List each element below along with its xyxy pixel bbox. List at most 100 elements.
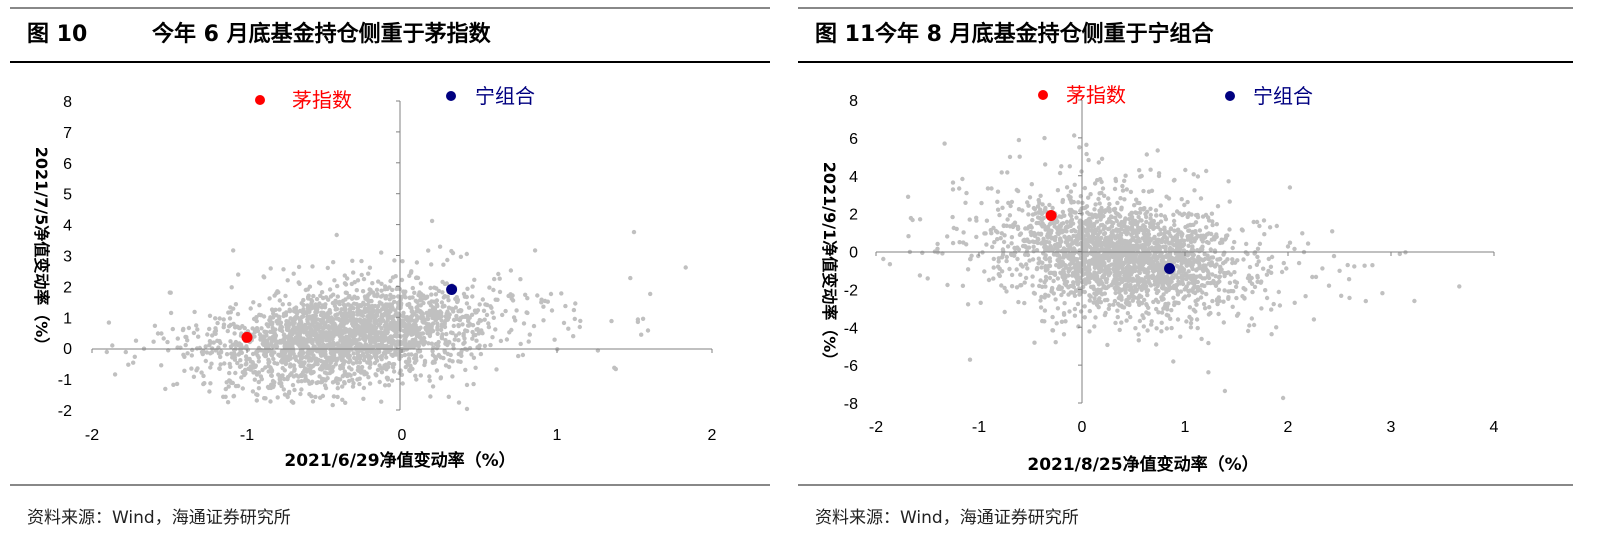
x-tick-label: -2 bbox=[869, 419, 883, 436]
background-point bbox=[353, 339, 359, 345]
background-point bbox=[384, 294, 389, 299]
background-point bbox=[488, 342, 493, 348]
background-point bbox=[231, 248, 236, 253]
background-point bbox=[261, 349, 267, 354]
background-point bbox=[296, 280, 301, 285]
background-point bbox=[398, 327, 403, 333]
background-point bbox=[1215, 204, 1221, 209]
background-point bbox=[964, 242, 969, 247]
background-point bbox=[1004, 254, 1009, 260]
background-point bbox=[1104, 279, 1109, 285]
background-point bbox=[444, 331, 449, 337]
background-point bbox=[1222, 250, 1227, 255]
background-point bbox=[337, 332, 343, 337]
background-point bbox=[1143, 286, 1148, 291]
background-point bbox=[1095, 178, 1100, 183]
background-point bbox=[1159, 310, 1165, 315]
background-point bbox=[1171, 295, 1176, 300]
background-point bbox=[525, 310, 530, 316]
background-point bbox=[1050, 314, 1055, 320]
background-point bbox=[416, 344, 421, 349]
background-point bbox=[1168, 316, 1173, 321]
background-point bbox=[1077, 145, 1082, 150]
background-point bbox=[342, 273, 347, 278]
x-tick-label: 3 bbox=[1387, 419, 1396, 436]
background-point bbox=[1326, 283, 1332, 288]
background-point bbox=[559, 291, 564, 296]
background-point bbox=[1059, 319, 1065, 324]
background-point bbox=[428, 394, 433, 399]
background-point bbox=[1009, 199, 1015, 205]
background-point bbox=[1054, 321, 1059, 326]
background-point bbox=[967, 357, 973, 362]
background-point bbox=[463, 367, 468, 373]
background-point bbox=[272, 293, 277, 298]
background-point bbox=[338, 324, 343, 330]
background-point bbox=[1247, 279, 1253, 284]
background-point bbox=[300, 314, 306, 319]
background-point bbox=[1186, 269, 1191, 274]
legend-label: 宁组合 bbox=[1253, 84, 1313, 108]
background-point bbox=[262, 275, 267, 280]
background-point bbox=[340, 374, 345, 379]
background-point bbox=[1036, 261, 1041, 266]
background-point bbox=[950, 214, 955, 220]
background-point bbox=[1071, 240, 1076, 245]
background-point bbox=[309, 358, 314, 363]
background-point bbox=[277, 298, 282, 303]
background-point bbox=[218, 354, 223, 360]
background-point bbox=[355, 278, 361, 283]
background-point bbox=[281, 387, 286, 392]
background-point bbox=[1072, 133, 1077, 138]
background-point bbox=[400, 381, 405, 386]
background-point bbox=[351, 270, 356, 275]
background-point bbox=[474, 310, 479, 315]
background-point bbox=[1211, 278, 1216, 284]
background-point bbox=[1142, 232, 1147, 237]
background-point bbox=[1110, 262, 1115, 267]
background-point bbox=[467, 346, 473, 351]
background-point bbox=[433, 292, 439, 297]
background-point bbox=[1164, 194, 1169, 199]
background-point bbox=[1232, 270, 1237, 275]
background-point bbox=[337, 301, 342, 307]
background-point bbox=[1081, 262, 1086, 267]
background-point bbox=[395, 320, 400, 326]
background-point bbox=[254, 315, 259, 320]
background-point bbox=[244, 344, 249, 349]
background-point bbox=[1176, 279, 1181, 284]
background-point bbox=[305, 350, 310, 355]
background-point bbox=[390, 275, 396, 280]
background-point bbox=[1014, 187, 1019, 193]
background-point bbox=[1115, 308, 1120, 313]
background-point bbox=[1133, 326, 1138, 331]
background-point bbox=[1081, 247, 1087, 253]
background-point bbox=[1202, 306, 1208, 311]
background-point bbox=[1183, 294, 1188, 299]
background-point bbox=[1090, 257, 1095, 263]
background-point bbox=[379, 315, 385, 321]
y-tick-label: -2 bbox=[58, 403, 72, 420]
background-point bbox=[1255, 246, 1261, 251]
background-point bbox=[1150, 273, 1156, 278]
background-point bbox=[1087, 235, 1093, 240]
y-tick-label: -6 bbox=[844, 358, 858, 375]
background-point bbox=[1030, 283, 1035, 288]
background-point bbox=[351, 310, 356, 316]
background-point bbox=[1148, 212, 1153, 218]
background-point bbox=[951, 225, 956, 231]
background-point bbox=[1230, 245, 1235, 251]
background-point bbox=[391, 369, 397, 374]
background-point bbox=[388, 292, 393, 298]
background-point bbox=[1310, 274, 1315, 280]
background-point bbox=[1077, 292, 1082, 297]
background-point bbox=[1084, 151, 1089, 157]
background-point bbox=[258, 313, 264, 318]
background-point bbox=[293, 314, 299, 319]
background-point bbox=[990, 244, 995, 250]
background-point bbox=[359, 272, 364, 278]
background-point bbox=[300, 361, 305, 366]
background-point bbox=[965, 302, 971, 307]
background-point bbox=[374, 373, 379, 378]
background-point bbox=[1280, 395, 1286, 401]
